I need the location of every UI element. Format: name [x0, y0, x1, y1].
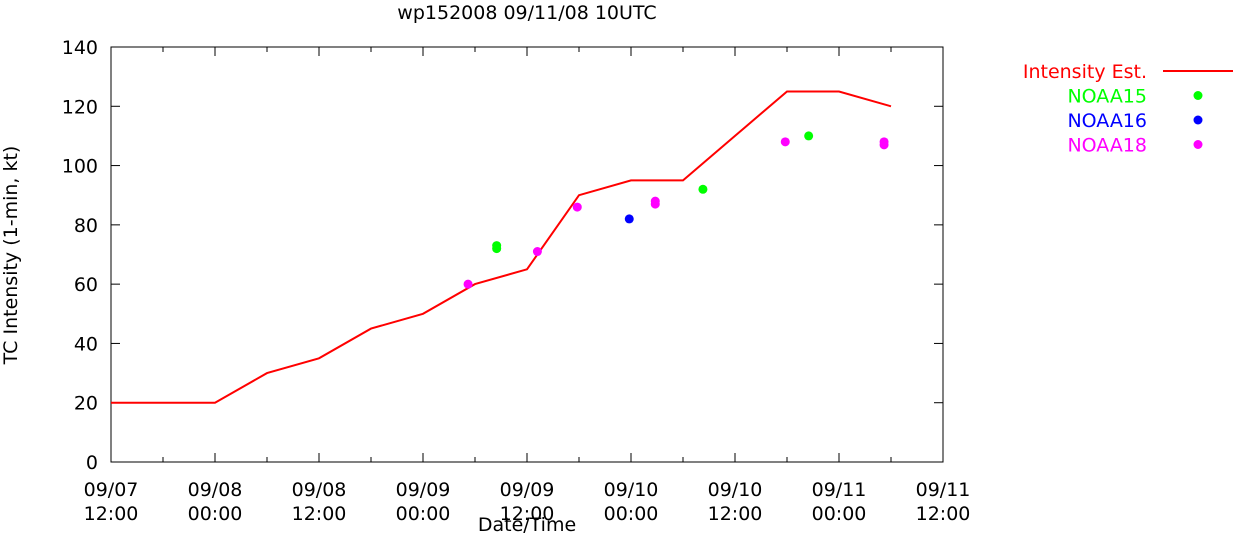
x-tick-label-time: 00:00: [188, 503, 243, 525]
data-point-noaa18: [780, 137, 790, 147]
x-tick-label-time: 12:00: [916, 503, 971, 525]
legend-swatch-noaa18: [1193, 140, 1203, 149]
y-tick-label: 20: [74, 393, 98, 415]
x-tick-label-time: 00:00: [604, 503, 659, 525]
legend-label-noaa16: NOAA16: [1067, 110, 1147, 132]
legend-swatch-noaa15: [1193, 91, 1203, 100]
x-tick-label-time: 12:00: [708, 503, 763, 525]
x-tick-label-date: 09/11: [812, 479, 867, 501]
legend-label-noaa18: NOAA18: [1067, 135, 1147, 157]
y-tick-label: 120: [62, 96, 98, 118]
x-axis-title: Date/Time: [478, 514, 576, 533]
series-line-intensity-est: [111, 90, 892, 404]
data-point-noaa15: [492, 241, 502, 251]
x-tick-label-time: 00:00: [812, 503, 867, 525]
plot-area: 02040608010012014009/0712:0009/0800:0009…: [62, 37, 971, 525]
y-tick-label: 100: [62, 156, 98, 178]
legend-swatch-noaa16: [1193, 115, 1203, 125]
x-tick-label-time: 12:00: [292, 503, 347, 525]
data-point-noaa18: [572, 202, 582, 212]
x-tick-label-time: 00:00: [396, 503, 451, 525]
y-tick-label: 60: [74, 274, 98, 296]
data-point-noaa18: [650, 196, 660, 206]
x-tick-label-date: 09/09: [500, 479, 555, 501]
y-tick-label: 40: [74, 333, 98, 355]
plot-frame: [110, 46, 944, 463]
data-point-noaa16: [624, 214, 634, 224]
data-point-noaa18: [463, 279, 473, 289]
x-tick-label-date: 09/08: [292, 479, 347, 501]
y-tick-label: 140: [62, 37, 98, 59]
x-tick-label-date: 09/07: [84, 479, 139, 501]
data-point-noaa18: [879, 137, 889, 147]
data-point-noaa15: [698, 184, 708, 194]
y-tick-label: 80: [74, 215, 98, 237]
legend-label-intensity-est: Intensity Est.: [1023, 61, 1147, 83]
x-tick-label-date: 09/11: [916, 479, 971, 501]
legend-label-noaa15: NOAA15: [1067, 86, 1147, 108]
x-tick-label-date: 09/10: [708, 479, 763, 501]
x-tick-label-time: 12:00: [500, 503, 555, 525]
x-tick-label-time: 12:00: [84, 503, 139, 525]
data-point-noaa15: [804, 131, 814, 141]
chart-title: wp152008 09/11/08 10UTC: [397, 2, 656, 24]
x-tick-label-date: 09/09: [396, 479, 451, 501]
x-tick-label-date: 09/10: [604, 479, 659, 501]
data-point-noaa18: [532, 247, 542, 257]
y-axis-title: TC Intensity (1-min, kt): [0, 146, 22, 366]
x-tick-label-date: 09/08: [188, 479, 243, 501]
y-tick-label: 0: [86, 452, 98, 474]
